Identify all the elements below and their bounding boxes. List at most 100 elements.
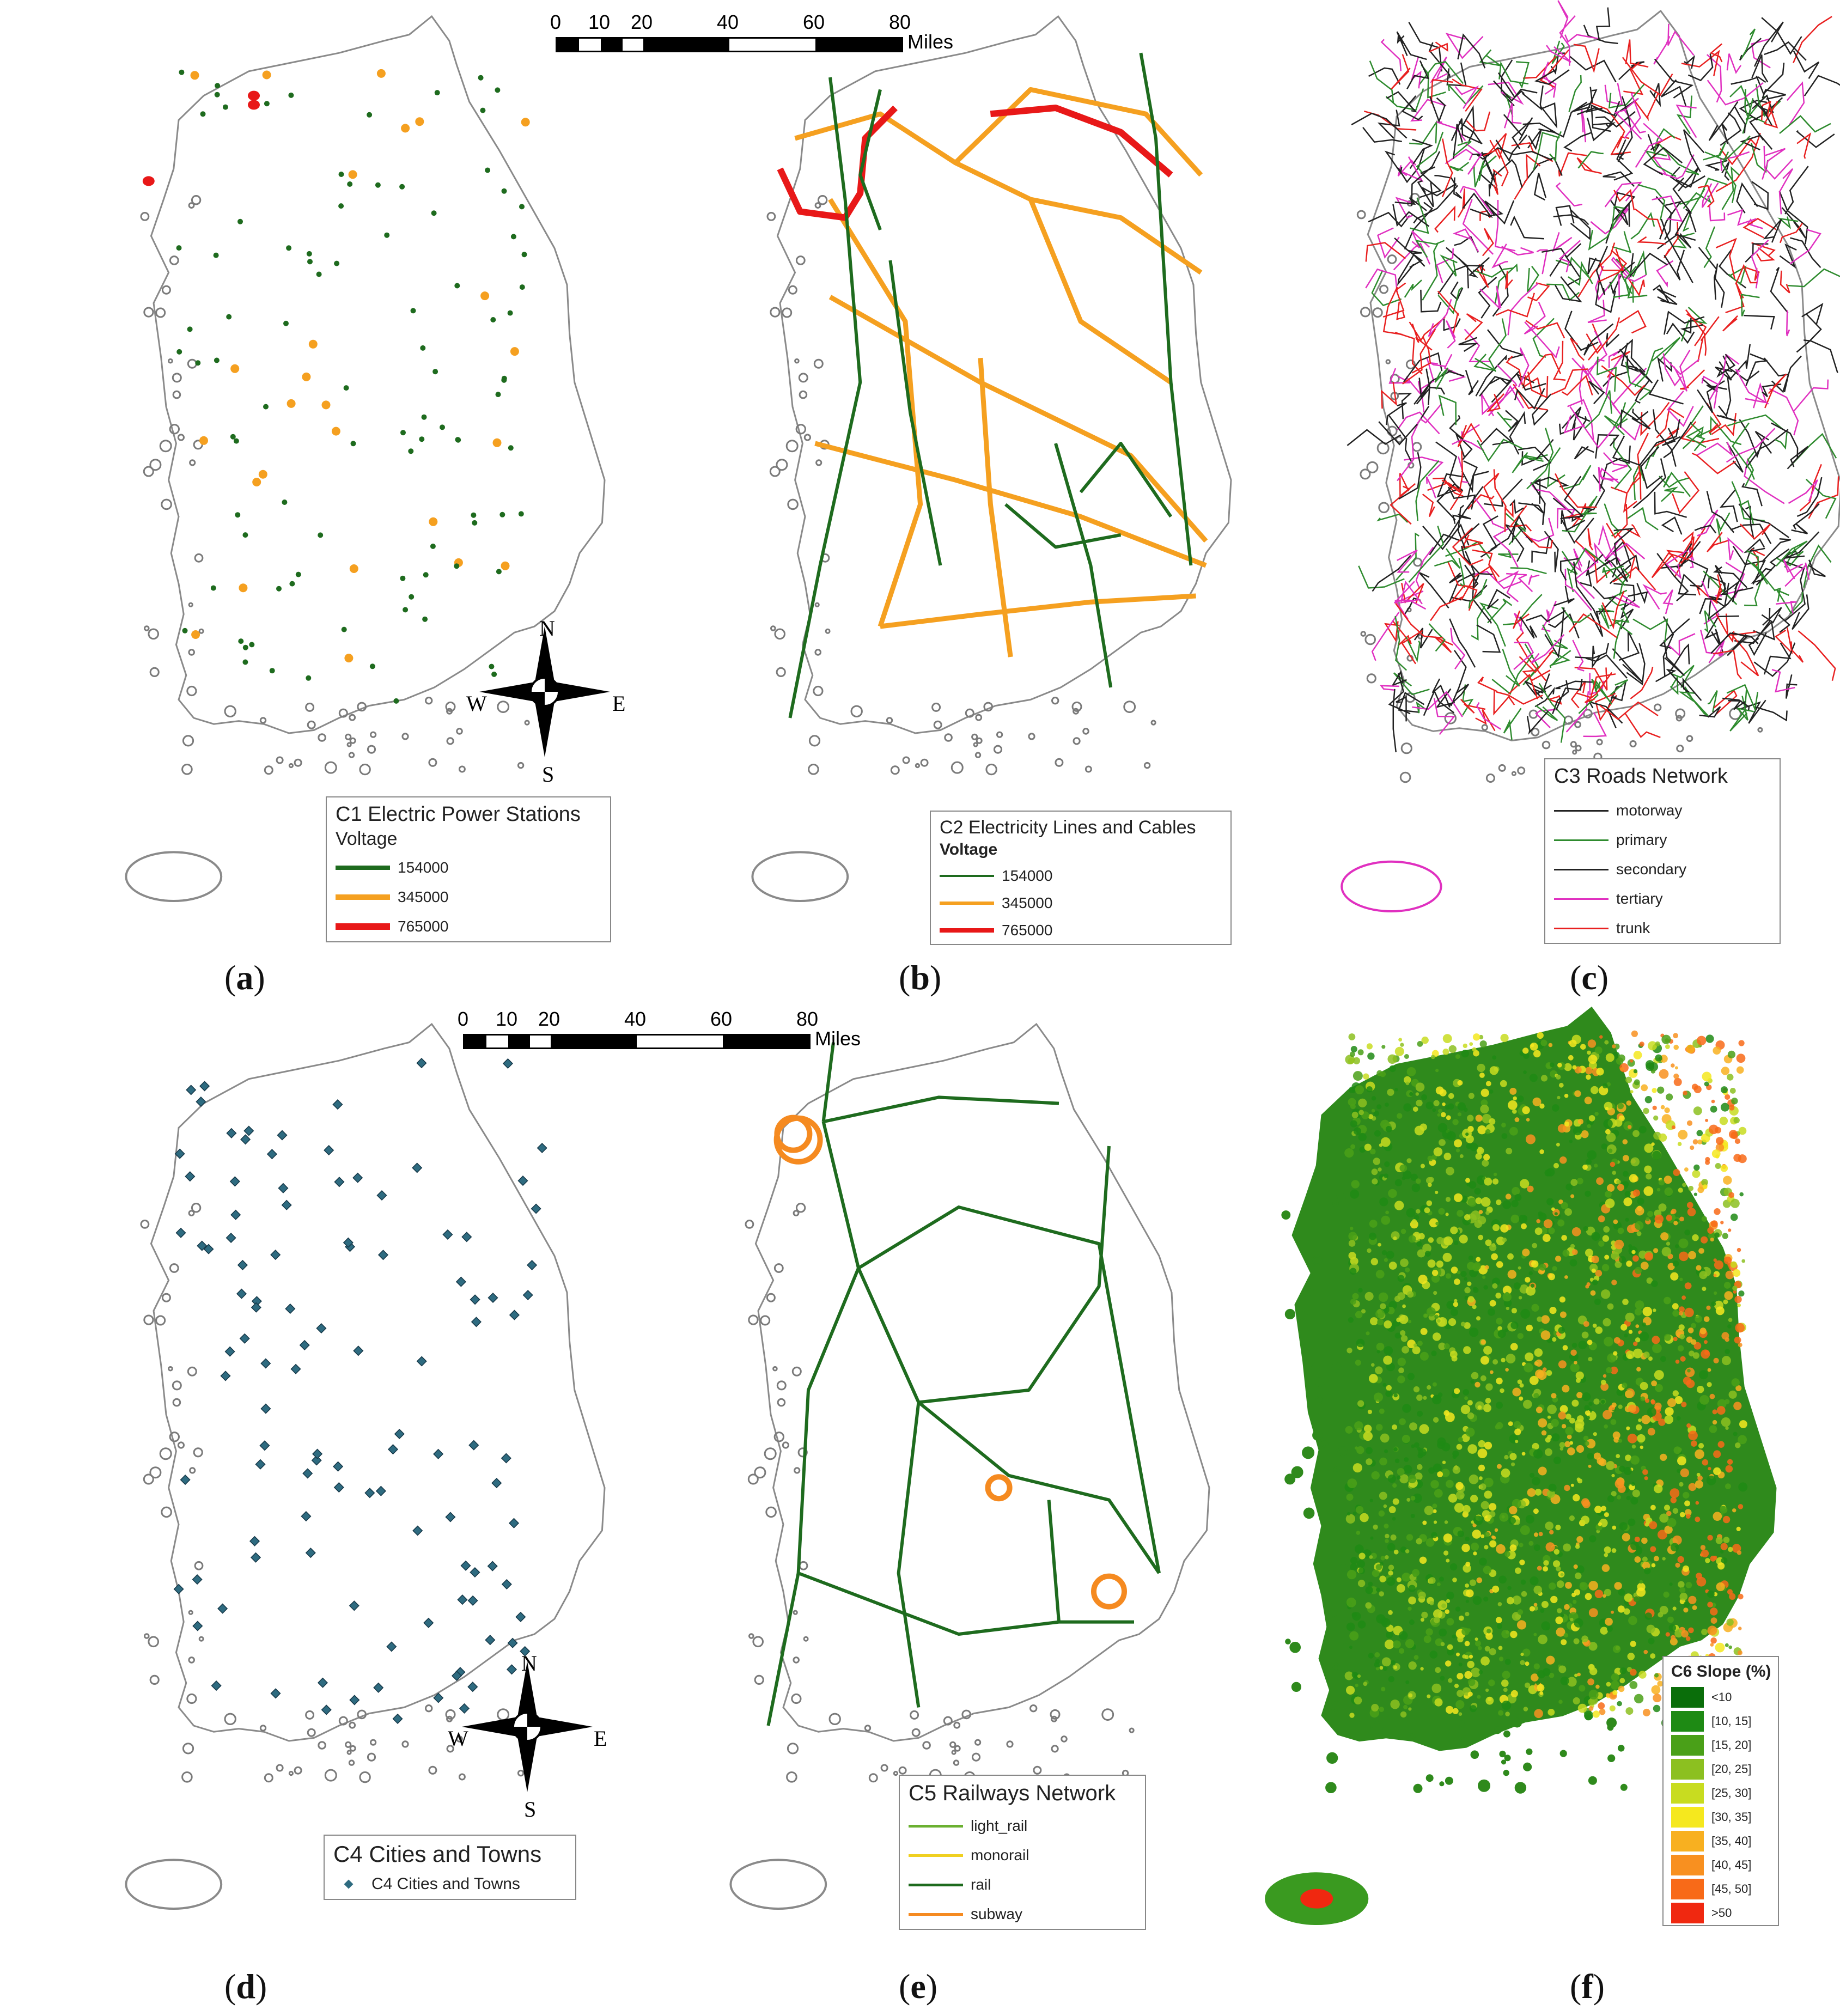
slope-cell (1445, 1660, 1452, 1667)
road-segment (1788, 268, 1840, 288)
slope-cell (1672, 1508, 1679, 1514)
slope-cell (1589, 1535, 1597, 1543)
island-outline (922, 1741, 931, 1750)
road-segment (1497, 147, 1552, 161)
road-segment (1727, 414, 1784, 430)
road-segment (1573, 44, 1600, 74)
power-station-marker (283, 320, 289, 326)
slope-cell (1534, 1361, 1539, 1366)
slope-cell (1444, 1520, 1448, 1524)
slope-cell (1364, 1424, 1372, 1433)
island-outline (795, 424, 807, 435)
slope-cell (1513, 1096, 1517, 1101)
slope-cell (1688, 1627, 1694, 1634)
slope-cell (1728, 1192, 1734, 1198)
road-segment (1602, 355, 1629, 387)
slope-cell (1664, 1415, 1673, 1424)
slope-cell (1564, 1441, 1571, 1447)
slope-cell (1639, 1580, 1643, 1584)
slope-cell (1709, 1425, 1717, 1433)
city-marker (455, 1276, 466, 1287)
island-outline (813, 685, 824, 697)
city-marker (266, 1149, 277, 1160)
slope-cell (1558, 1327, 1565, 1334)
legend-label: [15, 20] (1711, 1738, 1752, 1752)
city-marker (251, 1302, 261, 1313)
road-segment (1488, 385, 1525, 416)
legend-label: <10 (1711, 1690, 1732, 1704)
slope-cell (1569, 1417, 1575, 1424)
slope-cell (1558, 1199, 1563, 1204)
slope-cell (1432, 1382, 1437, 1387)
scale-tick: 60 (802, 11, 825, 33)
road-segment (1638, 419, 1681, 466)
slope-cell (1548, 1043, 1553, 1047)
road-segment (1391, 54, 1411, 90)
slope-cell (1609, 1705, 1616, 1712)
road-segment (1398, 393, 1412, 419)
legend-title: C3 Roads Network (1554, 765, 1728, 788)
road-segment (1457, 504, 1466, 549)
road-segment (1613, 139, 1634, 181)
slope-cell (1396, 1584, 1405, 1593)
slope-cell (1685, 1367, 1695, 1378)
slope-cell (1443, 1550, 1449, 1556)
island-outline (188, 202, 195, 209)
transmission-line-154kv (1139, 52, 1193, 566)
slope-cell (1484, 1531, 1490, 1538)
slope-cell (1379, 1707, 1384, 1712)
slope-cell (1725, 1399, 1730, 1404)
road-segment (1505, 410, 1521, 432)
city-marker (412, 1162, 423, 1173)
road-segment (1423, 689, 1455, 716)
road-segment (1438, 394, 1457, 425)
road-segment (1627, 507, 1659, 531)
slope-cell (1628, 1330, 1633, 1334)
road-segment (1526, 610, 1566, 623)
road-segment (1793, 503, 1820, 530)
island-outline (161, 498, 172, 510)
slope-cell (1452, 1119, 1459, 1125)
slope-cell (1484, 1490, 1492, 1499)
island-outline (198, 628, 204, 634)
road-segment (1653, 409, 1677, 467)
slope-cell (1641, 1415, 1651, 1424)
slope-cell (1577, 1703, 1587, 1713)
slope-cell (1344, 1671, 1354, 1680)
slope-cell (1467, 1296, 1475, 1303)
slope-cell (1578, 1341, 1587, 1350)
slope-cell (1379, 1197, 1388, 1207)
slope-cell (1604, 1546, 1611, 1554)
slope-cell (1452, 1578, 1457, 1582)
slope-cell (1523, 1052, 1530, 1059)
island-outline (1607, 1754, 1616, 1762)
slope-cell (1733, 1290, 1737, 1294)
road-segment (1514, 388, 1545, 410)
road-segment (1648, 379, 1684, 405)
island-outline (1444, 712, 1457, 724)
road-segment (1789, 229, 1821, 265)
slope-cell (1390, 1700, 1400, 1709)
slope-cell (1713, 1467, 1721, 1475)
panel-label-e: (e) (899, 1967, 938, 2006)
slope-cell (1537, 1684, 1545, 1692)
slope-cell (1617, 1227, 1624, 1234)
slope-cell (1599, 1708, 1606, 1715)
slope-cell (1717, 1441, 1725, 1448)
slope-cell (1727, 1050, 1735, 1058)
road-segment (1745, 451, 1755, 487)
slope-cell (1559, 1442, 1565, 1448)
road-segment (1740, 500, 1754, 525)
slope-cell (1720, 1506, 1728, 1514)
road-segment (1738, 503, 1789, 538)
power-station-marker (499, 511, 505, 517)
road-segment (1527, 129, 1542, 150)
road-segment (1378, 405, 1430, 446)
road-segment (1726, 53, 1742, 74)
road-segment (1618, 631, 1640, 661)
slope-cell (1431, 1154, 1437, 1160)
legend-swatch (1671, 1879, 1704, 1899)
slope-cell (1385, 1555, 1389, 1560)
slope-cell (1658, 1530, 1667, 1540)
legend-swatch (909, 1883, 963, 1886)
